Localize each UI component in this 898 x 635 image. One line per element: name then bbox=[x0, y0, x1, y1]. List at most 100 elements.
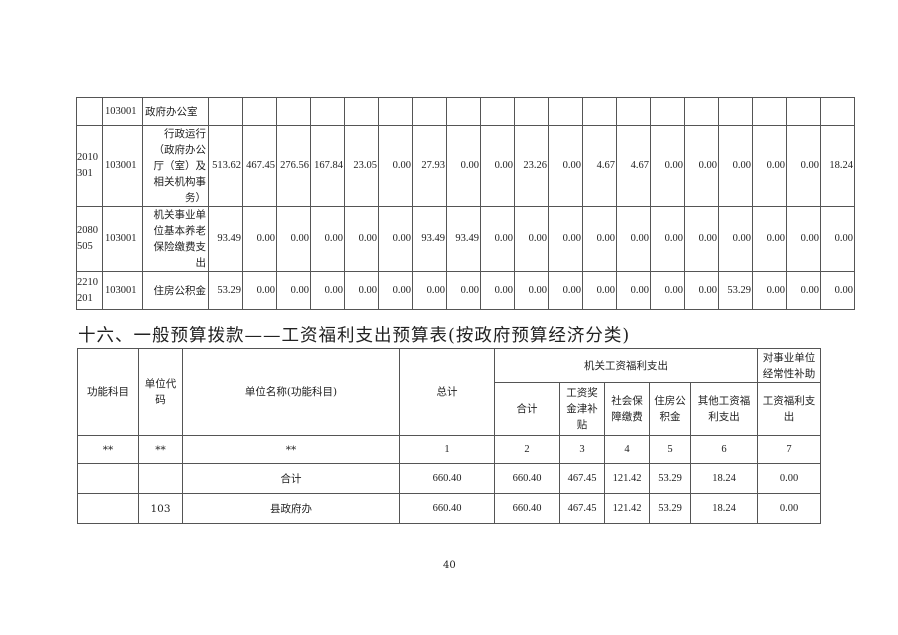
subheader-cell: 其他工资福利支出 bbox=[690, 382, 758, 436]
page-number: 40 bbox=[443, 560, 456, 571]
function-code-cell: 2080505 bbox=[76, 206, 103, 272]
value-cell bbox=[514, 97, 549, 126]
unit-name-cell: 政府办公室 bbox=[142, 97, 209, 126]
value-cell: 0.00 bbox=[582, 206, 617, 272]
value-cell bbox=[718, 97, 753, 126]
value-cell: 0.00 bbox=[684, 125, 719, 207]
table-row: 2010301 103001 行政运行（政府办公厅（室）及相关机构事务） 513.62… bbox=[76, 125, 855, 207]
value-cell: 0.00 bbox=[242, 271, 277, 310]
value-cell: 276.56 bbox=[276, 125, 311, 207]
subheader-cell: 工资奖金津补贴 bbox=[559, 382, 605, 436]
value-cell: 0.00 bbox=[650, 206, 685, 272]
table-cell: ** bbox=[138, 435, 183, 464]
value-cell bbox=[344, 97, 379, 126]
value-cell: 0.00 bbox=[820, 271, 855, 310]
table-cell: 7 bbox=[757, 435, 821, 464]
header-group-subsidy: 对事业单位经常性补助 bbox=[757, 348, 821, 383]
value-cell: 0.00 bbox=[684, 206, 719, 272]
unit-name-cell: 行政运行（政府办公厅（室）及相关机构事务） bbox=[142, 125, 209, 207]
table-cell: 103 bbox=[138, 493, 183, 524]
table-cell: 660.40 bbox=[494, 493, 560, 524]
value-cell bbox=[650, 97, 685, 126]
subheader-cell: 工资福利支出 bbox=[757, 382, 821, 436]
value-cell bbox=[276, 97, 311, 126]
table-cell: 2 bbox=[494, 435, 560, 464]
value-cell: 0.00 bbox=[378, 206, 413, 272]
header-func: 功能科目 bbox=[77, 348, 139, 436]
table-row: 103001 政府办公室 bbox=[76, 97, 855, 126]
value-cell: 0.00 bbox=[752, 206, 787, 272]
value-cell: 27.93 bbox=[412, 125, 447, 207]
value-cell: 0.00 bbox=[582, 271, 617, 310]
table-cell: 合计 bbox=[182, 463, 400, 494]
salary-welfare-budget-table: 功能科目 单位代码 单位名称(功能科目) 总计 机关工资福利支出 对事业单位经常… bbox=[77, 348, 821, 524]
value-cell: 0.00 bbox=[718, 206, 753, 272]
table-cell: 660.40 bbox=[399, 463, 495, 494]
value-cell bbox=[684, 97, 719, 126]
table-cell bbox=[138, 463, 183, 494]
value-cell bbox=[548, 97, 583, 126]
value-cell: 93.49 bbox=[208, 206, 243, 272]
value-cell: 0.00 bbox=[344, 206, 379, 272]
value-cell bbox=[582, 97, 617, 126]
value-cell: 0.00 bbox=[514, 271, 549, 310]
functional-expense-table: 103001 政府办公室 2010301 103001 行政运行（政府办公厅（室）及相关… bbox=[76, 97, 855, 310]
subheader-cell: 社会保障缴费 bbox=[604, 382, 650, 436]
value-cell: 4.67 bbox=[582, 125, 617, 207]
table-row: 2210201 103001 住房公积金 53.29 0.00 0.00 0.00 0.00 0… bbox=[76, 271, 855, 310]
subheader-cell: 合计 bbox=[494, 382, 560, 436]
value-cell: 0.00 bbox=[412, 271, 447, 310]
table-cell: 467.45 bbox=[559, 493, 605, 524]
table-cell bbox=[77, 493, 139, 524]
function-code-cell: 2210201 bbox=[76, 271, 103, 310]
table-cell: 53.29 bbox=[649, 493, 691, 524]
table-cell: 县政府办 bbox=[182, 493, 400, 524]
table-row: 合计 660.40 660.40 467.45 121.42 53.29 18.24 0.00 bbox=[77, 463, 821, 494]
header-unit-name: 单位名称(功能科目) bbox=[182, 348, 400, 436]
table-cell: 53.29 bbox=[649, 463, 691, 494]
value-cell: 0.00 bbox=[276, 206, 311, 272]
value-cell: 53.29 bbox=[718, 271, 753, 310]
value-cell: 167.84 bbox=[310, 125, 345, 207]
value-cell: 0.00 bbox=[752, 125, 787, 207]
value-cell bbox=[446, 97, 481, 126]
unit-name-cell: 住房公积金 bbox=[142, 271, 209, 310]
value-cell: 0.00 bbox=[480, 271, 515, 310]
table-cell: 660.40 bbox=[399, 493, 495, 524]
table-cell: ** bbox=[77, 435, 139, 464]
value-cell bbox=[786, 97, 821, 126]
table-cell: 6 bbox=[690, 435, 758, 464]
table-cell: 18.24 bbox=[690, 463, 758, 494]
value-cell: 0.00 bbox=[446, 271, 481, 310]
value-cell: 0.00 bbox=[786, 206, 821, 272]
value-cell: 0.00 bbox=[344, 271, 379, 310]
header-unit-code: 单位代码 bbox=[138, 348, 183, 436]
table-cell: 1 bbox=[399, 435, 495, 464]
value-cell: 0.00 bbox=[650, 125, 685, 207]
value-cell: 23.26 bbox=[514, 125, 549, 207]
unit-name-cell: 机关事业单位基本养老保险缴费支出 bbox=[142, 206, 209, 272]
table-row: 103 县政府办 660.40 660.40 467.45 121.42 53.29 18.2… bbox=[77, 493, 821, 524]
table-row: 2080505 103001 机关事业单位基本养老保险缴费支出 93.49 0.00 0.… bbox=[76, 206, 855, 272]
value-cell: 0.00 bbox=[684, 271, 719, 310]
value-cell: 0.00 bbox=[616, 271, 651, 310]
table-cell: 0.00 bbox=[757, 463, 821, 494]
value-cell: 0.00 bbox=[242, 206, 277, 272]
value-cell bbox=[820, 97, 855, 126]
value-cell: 0.00 bbox=[548, 125, 583, 207]
value-cell: 0.00 bbox=[378, 125, 413, 207]
value-cell: 0.00 bbox=[786, 271, 821, 310]
function-code-cell bbox=[76, 97, 103, 126]
table-row: ** ** ** 1 2 3 4 5 6 7 bbox=[77, 435, 821, 464]
value-cell bbox=[208, 97, 243, 126]
table-cell: 18.24 bbox=[690, 493, 758, 524]
value-cell bbox=[616, 97, 651, 126]
value-cell bbox=[480, 97, 515, 126]
value-cell: 0.00 bbox=[650, 271, 685, 310]
value-cell: 0.00 bbox=[514, 206, 549, 272]
table-cell: 5 bbox=[649, 435, 691, 464]
table-cell: 660.40 bbox=[494, 463, 560, 494]
section-title: 十六、一般预算拨款——工资福利支出预算表(按政府预算经济分类) bbox=[78, 326, 631, 346]
table-cell: ** bbox=[182, 435, 400, 464]
